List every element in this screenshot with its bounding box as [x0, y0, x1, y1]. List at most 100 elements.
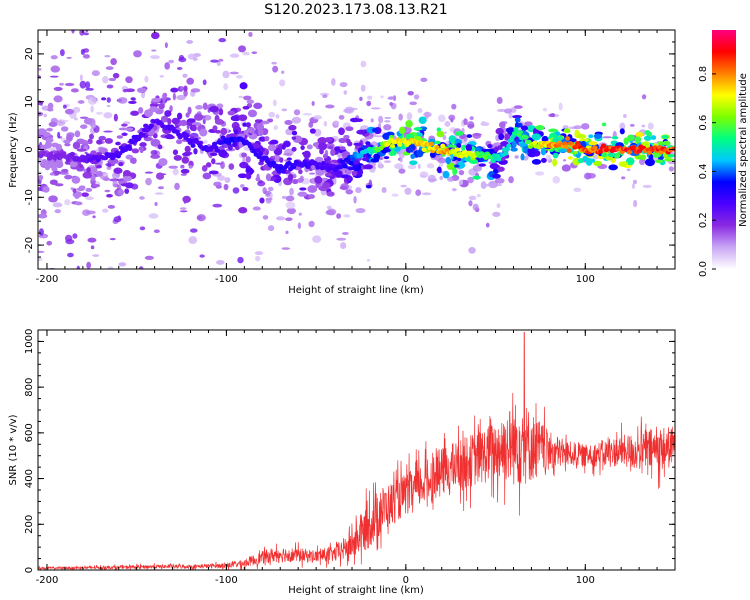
colorbar-ticks: 0.0 0.2 0.4 0.6 0.8 — [698, 66, 716, 277]
spectrogram-cell — [288, 124, 297, 131]
spectrogram-cell — [514, 117, 521, 123]
spectrogram-cell — [548, 113, 555, 118]
spectrogram-cell — [472, 132, 482, 139]
spectrogram-ridge-cell — [211, 141, 218, 147]
spectrogram-xtick-label: -100 — [215, 274, 238, 285]
spectrogram-cell — [312, 115, 323, 120]
spectrogram-cell — [245, 156, 251, 163]
spectrogram-cell — [308, 172, 316, 175]
spectrogram-cell — [78, 185, 86, 190]
spectrogram-cell — [508, 112, 513, 119]
spectrogram-cell — [242, 105, 250, 110]
spectrogram-ridge-cell — [85, 153, 91, 158]
spectrogram-cell — [398, 113, 403, 121]
spectrogram-cell — [496, 203, 501, 209]
spectrogram-cell — [64, 108, 75, 115]
spectrogram-ridge-cell — [428, 141, 434, 147]
spectrogram-cell — [451, 103, 457, 110]
spectrogram-cell — [468, 200, 473, 207]
spectrogram-cell — [308, 220, 315, 228]
spectrogram-cell — [297, 222, 302, 229]
spectrogram-xtick-label: 0 — [403, 274, 409, 285]
spectrogram-cell — [242, 10, 249, 17]
spectrogram-cell — [218, 108, 224, 116]
spectrogram-cell — [366, 259, 370, 262]
colorbar-tick-label: 0.4 — [698, 163, 709, 179]
spectrogram-cell — [71, 30, 75, 34]
spectrogram-ridge-cell — [503, 151, 509, 156]
spectrogram-cell — [71, 176, 81, 184]
spectrogram-cell — [202, 172, 212, 180]
spectrogram-ridge-cell — [190, 143, 196, 148]
spectrogram-cell — [175, 139, 183, 145]
spectrogram-cell — [171, 117, 180, 125]
spectrogram-cell — [455, 131, 464, 136]
spectrogram-cell — [145, 177, 152, 186]
spectrogram-cell — [237, 173, 248, 179]
spectrogram-cell — [619, 122, 626, 131]
spectrogram-cell — [180, 168, 190, 174]
spectrogram-cell — [467, 121, 475, 129]
spectrogram-cell — [308, 121, 314, 128]
spectrogram-cell — [72, 188, 77, 194]
spectrogram-cell — [415, 189, 422, 196]
spectrogram-cell — [437, 157, 447, 164]
spectrogram-cell — [593, 160, 603, 167]
spectrogram-cell — [627, 134, 635, 142]
spectrogram-cell — [238, 95, 244, 99]
spectrogram-ridge-cell — [102, 155, 109, 161]
snr-ytick-label: 0 — [24, 567, 35, 573]
spectrogram-cell — [104, 138, 114, 144]
spectrogram-cell — [42, 131, 51, 137]
spectrogram-cell — [333, 120, 340, 126]
spectrogram-cell — [220, 127, 228, 136]
spectrogram-cell — [325, 104, 335, 109]
spectrogram-cell — [438, 114, 446, 123]
spectrogram-cell — [183, 85, 188, 92]
spectrogram-ylabel: Frequency (Hz) — [8, 112, 19, 188]
spectrogram-ytick-label: 20 — [24, 48, 35, 61]
spectrogram-cell — [157, 186, 165, 190]
spectrogram-cell — [50, 65, 60, 73]
spectrogram-cell — [118, 161, 124, 167]
spectrogram-cell — [355, 207, 366, 214]
spectrogram-cell — [181, 16, 185, 19]
spectrogram-cell — [512, 140, 517, 148]
spectrogram-cell — [112, 180, 118, 188]
spectrogram-cell — [272, 65, 279, 73]
spectrogram-cell — [442, 170, 450, 179]
spectrogram-cell — [103, 112, 113, 119]
spectrogram-cell — [232, 2, 237, 6]
spectrogram-cell — [139, 196, 145, 200]
spectrogram-cell — [72, 106, 81, 114]
spectrogram-cell — [417, 163, 421, 169]
spectrogram-ridge-cell — [600, 143, 607, 148]
spectrogram-cell — [449, 144, 457, 148]
spectrogram-ridge-cell — [523, 135, 529, 140]
spectrogram-cell — [188, 236, 198, 245]
spectrogram-cell — [242, 186, 249, 192]
spectrogram-cell — [562, 159, 567, 162]
spectrogram-cell — [150, 138, 161, 147]
spectrogram-cell — [510, 147, 518, 152]
spectrogram-ridge-cell — [214, 148, 221, 153]
spectrogram-cell — [409, 101, 418, 106]
spectrogram-cell — [107, 266, 114, 269]
spectrogram-cell — [356, 129, 367, 135]
spectrogram-ridge-cell — [626, 150, 633, 155]
spectrogram-cell — [338, 127, 345, 136]
spectrogram-cell — [123, 5, 127, 13]
spectrogram-cell — [434, 140, 441, 145]
spectrogram-cell — [257, 180, 266, 187]
spectrogram-cell — [448, 114, 456, 121]
spectrogram-cell — [548, 128, 558, 133]
spectrogram-cell — [466, 134, 473, 138]
spectrogram-cell — [199, 254, 205, 258]
spectrogram-cell — [373, 135, 384, 138]
spectrogram-cell — [201, 165, 208, 172]
spectrogram-cell — [668, 166, 674, 172]
spectrogram-cell — [331, 78, 336, 86]
spectrogram-cell — [487, 144, 493, 149]
snr-series-line — [38, 331, 675, 570]
spectrogram-cell — [38, 257, 43, 261]
